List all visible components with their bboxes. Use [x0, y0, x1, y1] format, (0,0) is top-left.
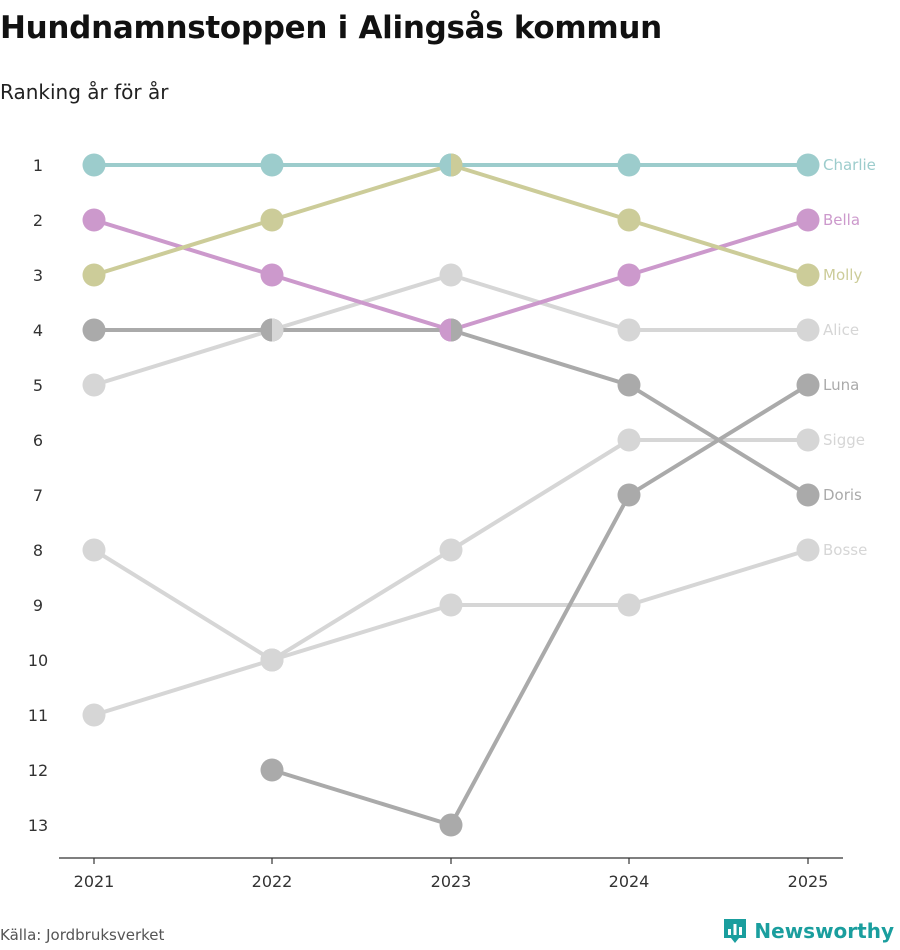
shared-point-left[interactable]	[439, 153, 452, 177]
data-point-charlie[interactable]	[82, 153, 106, 177]
series-label-alice: Alice	[823, 321, 859, 339]
data-point-bella[interactable]	[796, 208, 820, 232]
data-point-charlie[interactable]	[796, 153, 820, 177]
series-sigge: Sigge	[82, 428, 865, 672]
data-point-luna[interactable]	[260, 758, 284, 782]
series-line-bosse	[92, 548, 810, 717]
y-tick-label: 4	[33, 321, 43, 340]
series-molly: Molly	[82, 153, 862, 287]
data-point-bosse[interactable]	[796, 538, 820, 562]
data-point-bella[interactable]	[617, 263, 641, 287]
data-point-sigge[interactable]	[796, 428, 820, 452]
y-tick-label: 7	[33, 486, 43, 505]
data-point-sigge[interactable]	[82, 538, 106, 562]
data-point-charlie[interactable]	[260, 153, 284, 177]
data-point-luna[interactable]	[439, 813, 463, 837]
newsworthy-logo-icon	[724, 919, 747, 943]
series-label-bella: Bella	[823, 211, 860, 229]
series-bella: Bella	[82, 208, 860, 342]
x-tick-label: 2023	[431, 872, 472, 891]
data-point-bosse[interactable]	[82, 703, 106, 727]
y-tick-label: 12	[28, 761, 48, 780]
data-point-alice[interactable]	[439, 263, 463, 287]
data-point-luna[interactable]	[796, 373, 820, 397]
series-line-doris	[92, 328, 810, 497]
series-label-sigge: Sigge	[823, 431, 865, 449]
series-label-doris: Doris	[823, 486, 862, 504]
y-tick-label: 5	[33, 376, 43, 395]
series-label-bosse: Bosse	[823, 541, 867, 559]
data-point-bosse[interactable]	[617, 593, 641, 617]
data-point-molly[interactable]	[260, 208, 284, 232]
data-point-sigge[interactable]	[617, 428, 641, 452]
series-line-molly	[92, 163, 810, 277]
y-tick-label: 8	[33, 541, 43, 560]
y-tick-label: 6	[33, 431, 43, 450]
data-point-alice[interactable]	[82, 373, 106, 397]
x-tick-label: 2021	[74, 872, 115, 891]
shared-point-right[interactable]	[272, 318, 284, 342]
y-tick-label: 10	[28, 651, 48, 670]
brand-name: Newsworthy	[754, 919, 894, 943]
source-note: Källa: Jordbruksverket	[0, 926, 165, 944]
shared-point-right[interactable]	[451, 153, 463, 177]
x-tick-label: 2022	[252, 872, 293, 891]
y-tick-label: 11	[28, 706, 48, 725]
x-tick-label: 2024	[609, 872, 650, 891]
brand-logo[interactable]: Newsworthy	[722, 917, 894, 945]
data-point-doris[interactable]	[796, 483, 820, 507]
shared-point-left[interactable]	[260, 648, 273, 672]
data-point-molly[interactable]	[82, 263, 106, 287]
x-tick-label: 2025	[788, 872, 829, 891]
chart-subtitle: Ranking år för år	[0, 80, 169, 104]
data-point-bosse[interactable]	[439, 593, 463, 617]
data-point-sigge[interactable]	[439, 538, 463, 562]
series-bosse: Bosse	[82, 538, 867, 727]
data-point-charlie[interactable]	[617, 153, 641, 177]
data-point-molly[interactable]	[796, 263, 820, 287]
y-tick-label: 13	[28, 816, 48, 835]
data-point-doris[interactable]	[617, 373, 641, 397]
data-point-alice[interactable]	[796, 318, 820, 342]
data-point-doris[interactable]	[82, 318, 106, 342]
chart-title: Hundnamnstoppen i Alingsås kommun	[0, 10, 662, 46]
shared-point-left[interactable]	[439, 318, 452, 342]
series-label-molly: Molly	[823, 266, 862, 284]
shared-point-left[interactable]	[260, 318, 273, 342]
data-point-alice[interactable]	[617, 318, 641, 342]
y-tick-label: 2	[33, 211, 43, 230]
data-point-molly[interactable]	[617, 208, 641, 232]
y-tick-label: 3	[33, 266, 43, 285]
shared-point-right[interactable]	[272, 648, 284, 672]
shared-point-right[interactable]	[451, 318, 463, 342]
series-label-charlie: Charlie	[823, 156, 876, 174]
series-label-luna: Luna	[823, 376, 859, 394]
data-point-bella[interactable]	[82, 208, 106, 232]
y-tick-label: 1	[33, 156, 43, 175]
data-point-bella[interactable]	[260, 263, 284, 287]
data-point-luna[interactable]	[617, 483, 641, 507]
series-doris: Doris	[82, 318, 862, 507]
y-tick-label: 9	[33, 596, 43, 615]
